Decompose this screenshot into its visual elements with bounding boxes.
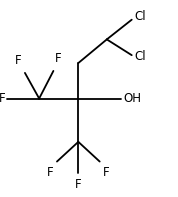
Text: Cl: Cl	[134, 10, 146, 23]
Text: F: F	[47, 166, 53, 179]
Text: F: F	[55, 52, 62, 65]
Text: Cl: Cl	[134, 50, 146, 63]
Text: F: F	[103, 166, 110, 179]
Text: F: F	[0, 92, 5, 105]
Text: F: F	[75, 178, 82, 191]
Text: OH: OH	[124, 92, 142, 105]
Text: F: F	[15, 54, 21, 67]
